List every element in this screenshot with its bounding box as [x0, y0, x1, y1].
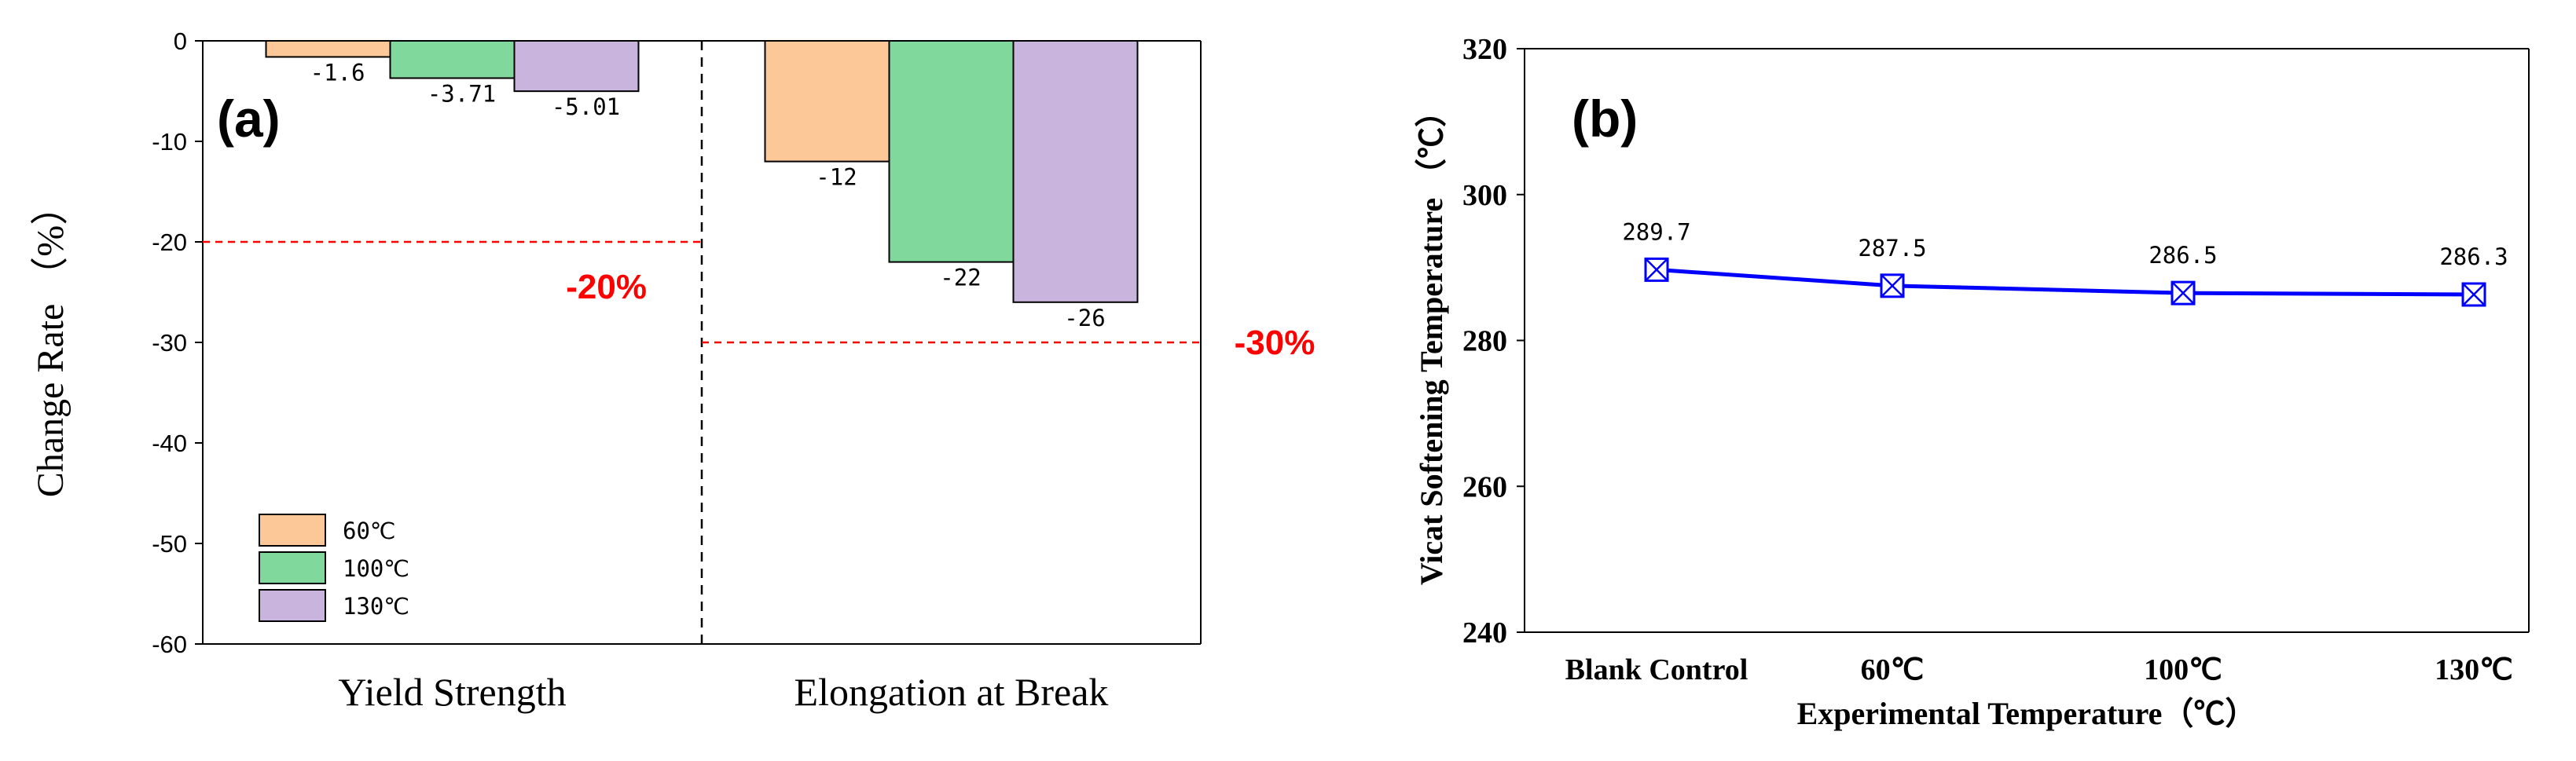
bar-value-label: -3.71 [427, 80, 496, 107]
bar-value-label: -1.6 [310, 59, 365, 86]
x-category-label: Elongation at Break [794, 670, 1109, 714]
data-value-label: 289.7 [1622, 218, 1690, 245]
y-tick-label: 0 [174, 27, 187, 55]
y-axis-label: Change Rate （%） [30, 188, 72, 498]
threshold-label: -20% [566, 268, 647, 306]
y-tick-label: -40 [152, 430, 187, 457]
bar-value-label: -26 [1064, 305, 1105, 331]
y-tick-label: 320 [1462, 33, 1507, 66]
bar [764, 40, 890, 163]
bar [888, 40, 1015, 263]
x-tick-label: 100℃ [2144, 653, 2222, 686]
bar-value-label: -12 [816, 164, 857, 191]
data-value-label: 286.5 [2149, 242, 2217, 269]
bar [389, 40, 516, 79]
y-tick-label: 260 [1462, 470, 1507, 503]
y-tick-label: 280 [1462, 325, 1507, 358]
legend-label: 60℃ [343, 518, 396, 544]
panel-label: (a) [217, 90, 281, 148]
panel-label: (b) [1572, 90, 1638, 148]
marker-cross [2171, 281, 2195, 305]
bar-value-label: -5.01 [552, 93, 620, 120]
x-category-label: Yield Strength [338, 670, 566, 714]
data-point-marker [2461, 282, 2486, 307]
y-tick-label: 300 [1462, 179, 1507, 212]
bar [1012, 40, 1139, 303]
data-point-marker [2171, 280, 2196, 305]
data-point-marker [1880, 273, 1905, 298]
marker-cross [1881, 273, 1904, 298]
series-line [1656, 267, 2475, 297]
x-tick-label: 130℃ [2435, 653, 2513, 686]
legend-label: 100℃ [343, 555, 409, 582]
legend-swatch [259, 589, 326, 622]
y-tick-label: -10 [152, 128, 187, 155]
legend-swatch [259, 514, 326, 547]
x-tick-label: Blank Control [1565, 653, 1749, 686]
y-tick-label: -20 [152, 229, 187, 256]
bar-value-label: -22 [940, 265, 981, 291]
y-axis-label: Vicat Softening Temperature （℃） [1414, 96, 1449, 585]
threshold-label: -30% [1235, 324, 1316, 362]
y-tick-label: -30 [152, 329, 187, 357]
bar [513, 40, 640, 93]
x-tick-label: 60℃ [1861, 653, 1925, 686]
marker-cross [1645, 258, 1668, 282]
y-tick-label: -60 [152, 631, 187, 658]
panel-b-line-chart: 240 260 280 300 320 Vicat Softening Temperatu… [1414, 33, 2530, 731]
legend-label: 130℃ [343, 593, 409, 620]
data-value-label: 286.3 [2439, 243, 2508, 270]
marker-cross [2462, 283, 2486, 306]
x-axis-label: Experimental Temperature（℃） [1797, 696, 2257, 731]
data-point-marker [1644, 257, 1669, 282]
data-value-label: 287.5 [1858, 235, 1926, 262]
legend-swatch [259, 551, 326, 584]
y-tick-label: 240 [1462, 616, 1507, 649]
bar [265, 40, 391, 58]
y-tick-label: -50 [152, 530, 187, 558]
panel-a-bar-chart: 0 -10 -20 -30 -40 -50 -60 Change Rate （%） -1.6 -3… [30, 27, 1315, 714]
